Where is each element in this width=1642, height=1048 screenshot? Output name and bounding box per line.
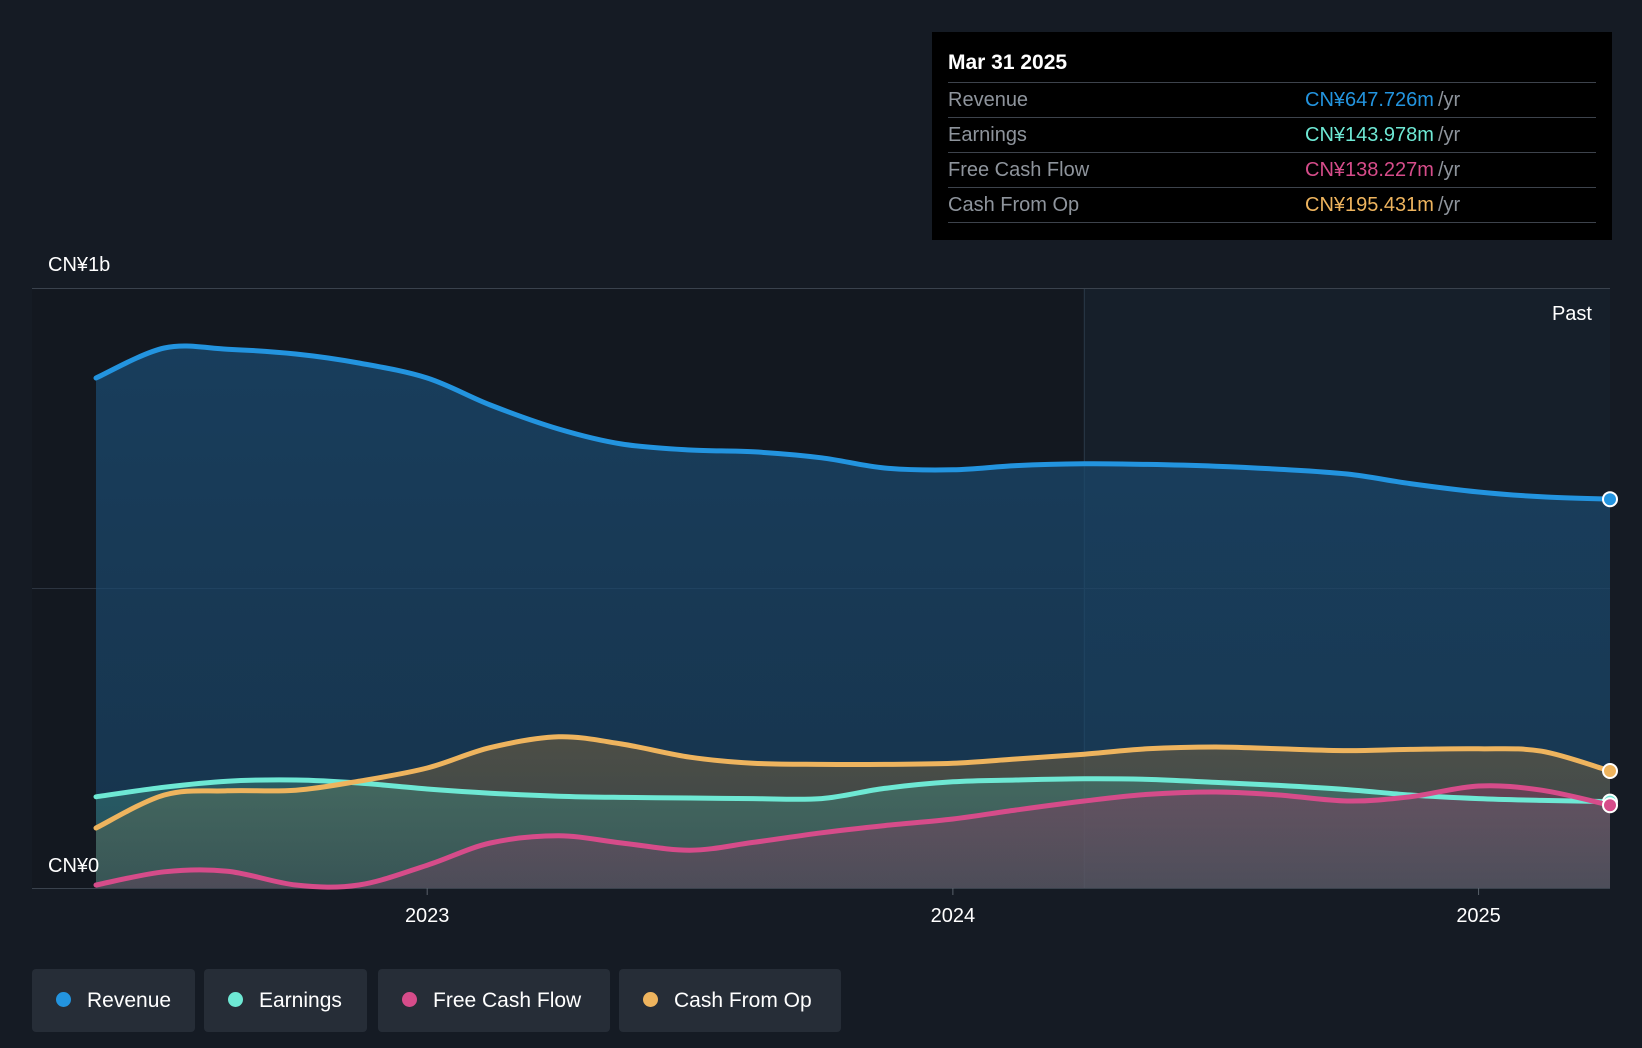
tooltip-label: Revenue (948, 89, 1029, 111)
legend-label: Earnings (259, 989, 342, 1012)
tooltip-value: CN¥647.726m/yr (1305, 89, 1461, 111)
series-lines (93, 343, 1618, 890)
endpoint-free-cash-flow[interactable] (1602, 797, 1618, 814)
legend-item-cash-from-op[interactable]: Cash From Op (619, 969, 841, 1032)
endpoint-revenue[interactable] (1602, 491, 1618, 508)
tooltip-label: Earnings (948, 124, 1027, 146)
x-axis-ticks: 2023 2024 2025 (405, 888, 1501, 927)
y-axis-label-bottom: CN¥0 (48, 855, 99, 877)
tooltip-value: CN¥143.978m/yr (1305, 124, 1461, 146)
x-tick-label: 2025 (1456, 905, 1501, 927)
legend-label: Cash From Op (674, 989, 812, 1012)
endpoint-cash-from-op[interactable] (1602, 763, 1618, 779)
tooltip-value: CN¥195.431m/yr (1305, 194, 1461, 216)
past-label: Past (1552, 303, 1592, 325)
tooltip-row-free-cash-flow: Free Cash Flow CN¥138.227m/yr (948, 153, 1596, 188)
line-free-cash-flow (93, 783, 1613, 890)
legend-dot-icon (402, 991, 417, 1007)
tooltip-value: CN¥138.227m/yr (1305, 159, 1461, 181)
line-cash-from-op (93, 734, 1613, 831)
tooltip-panel: Mar 31 2025 Revenue CN¥647.726m/yr Earni… (932, 32, 1612, 240)
tooltip-date: Mar 31 2025 (948, 44, 1596, 83)
line-revenue (93, 343, 1613, 502)
legend-item-free-cash-flow[interactable]: Free Cash Flow (378, 969, 610, 1032)
tooltip-label: Free Cash Flow (948, 159, 1090, 181)
tooltip-row-revenue: Revenue CN¥647.726m/yr (948, 83, 1596, 118)
legend-dot-icon (56, 991, 71, 1007)
tooltip-row-cash-from-op: Cash From Op CN¥195.431m/yr (948, 188, 1596, 223)
legend-label: Free Cash Flow (433, 989, 582, 1012)
x-tick-label: 2024 (931, 905, 976, 927)
legend-dot-icon (228, 991, 243, 1007)
tooltip-row-earnings: Earnings CN¥143.978m/yr (948, 118, 1596, 153)
legend-dot-icon (643, 991, 658, 1007)
legend-item-earnings[interactable]: Earnings (204, 969, 367, 1032)
legend-item-revenue[interactable]: Revenue (32, 969, 195, 1032)
legend-label: Revenue (87, 989, 172, 1012)
y-axis-label-top: CN¥1b (48, 254, 110, 276)
tooltip-label: Cash From Op (948, 194, 1080, 216)
x-tick-label: 2023 (405, 905, 450, 927)
area-free-cash-flow (96, 785, 1610, 888)
